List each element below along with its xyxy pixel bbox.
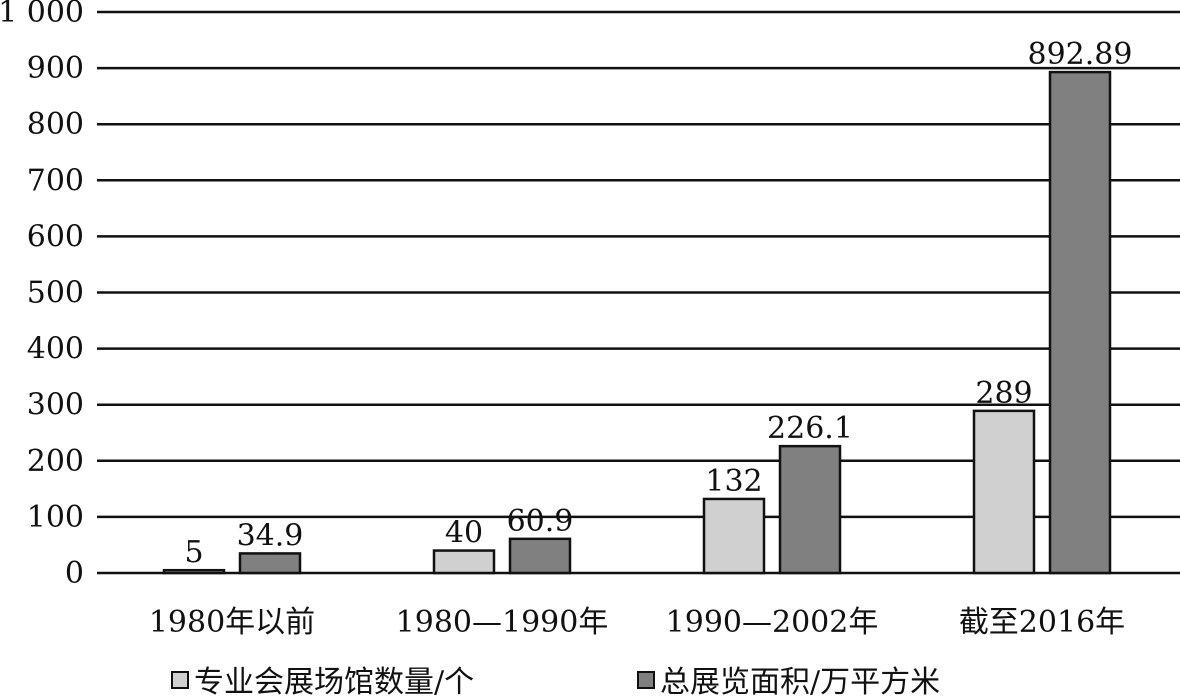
legend-swatch-1 xyxy=(171,671,189,689)
data-label: 226.1 xyxy=(767,411,853,446)
bar-series1-4 xyxy=(972,409,1036,575)
legend: 专业会展场馆数量/个 总展览面积/万平方米 xyxy=(171,665,940,700)
y-tick-label: 1 000 xyxy=(0,0,84,30)
y-tick-label: 200 xyxy=(27,444,84,479)
y-tick-label: 300 xyxy=(27,388,84,423)
bar-series2-4 xyxy=(1048,70,1112,575)
bar-series1-2 xyxy=(432,549,496,575)
data-label: 60.9 xyxy=(507,504,574,539)
data-label: 40 xyxy=(445,516,483,551)
y-tick-label: 600 xyxy=(27,219,84,254)
x-category-label: 1990—2002年 xyxy=(666,605,879,640)
data-label: 289 xyxy=(975,376,1032,411)
y-tick-label: 800 xyxy=(27,107,84,142)
gridlines xyxy=(97,10,1180,575)
x-category-label: 1980—1990年 xyxy=(396,605,609,640)
y-tick-label: 900 xyxy=(27,51,84,86)
y-tick-label: 500 xyxy=(27,276,84,311)
x-axis-category-labels: 1980年以前 1980—1990年 1990—2002年 截至2016年 xyxy=(149,605,1125,640)
data-label: 5 xyxy=(184,535,203,570)
bar-series1-1 xyxy=(162,568,226,575)
y-tick-label: 400 xyxy=(27,332,84,367)
y-tick-label: 0 xyxy=(65,556,84,591)
legend-label-1: 专业会展场馆数量/个 xyxy=(194,665,474,700)
legend-label-2: 总展览面积/万平方米 xyxy=(660,665,940,700)
data-label: 34.9 xyxy=(237,518,304,553)
bar-series2-1 xyxy=(238,552,302,575)
data-label: 892.89 xyxy=(1028,37,1133,72)
bar-series2-3 xyxy=(778,444,842,575)
bar-series2-2 xyxy=(508,537,572,575)
data-label: 132 xyxy=(705,464,762,499)
y-axis-tick-labels: 0 100 200 300 400 500 600 700 800 900 1 000 xyxy=(0,0,84,591)
bar-series1-3 xyxy=(702,497,766,575)
legend-swatch-2 xyxy=(637,671,655,689)
y-tick-label: 700 xyxy=(27,163,84,198)
x-category-label: 截至2016年 xyxy=(959,605,1125,640)
x-category-label: 1980年以前 xyxy=(149,605,315,640)
bars xyxy=(162,70,1112,575)
y-tick-label: 100 xyxy=(27,500,84,535)
